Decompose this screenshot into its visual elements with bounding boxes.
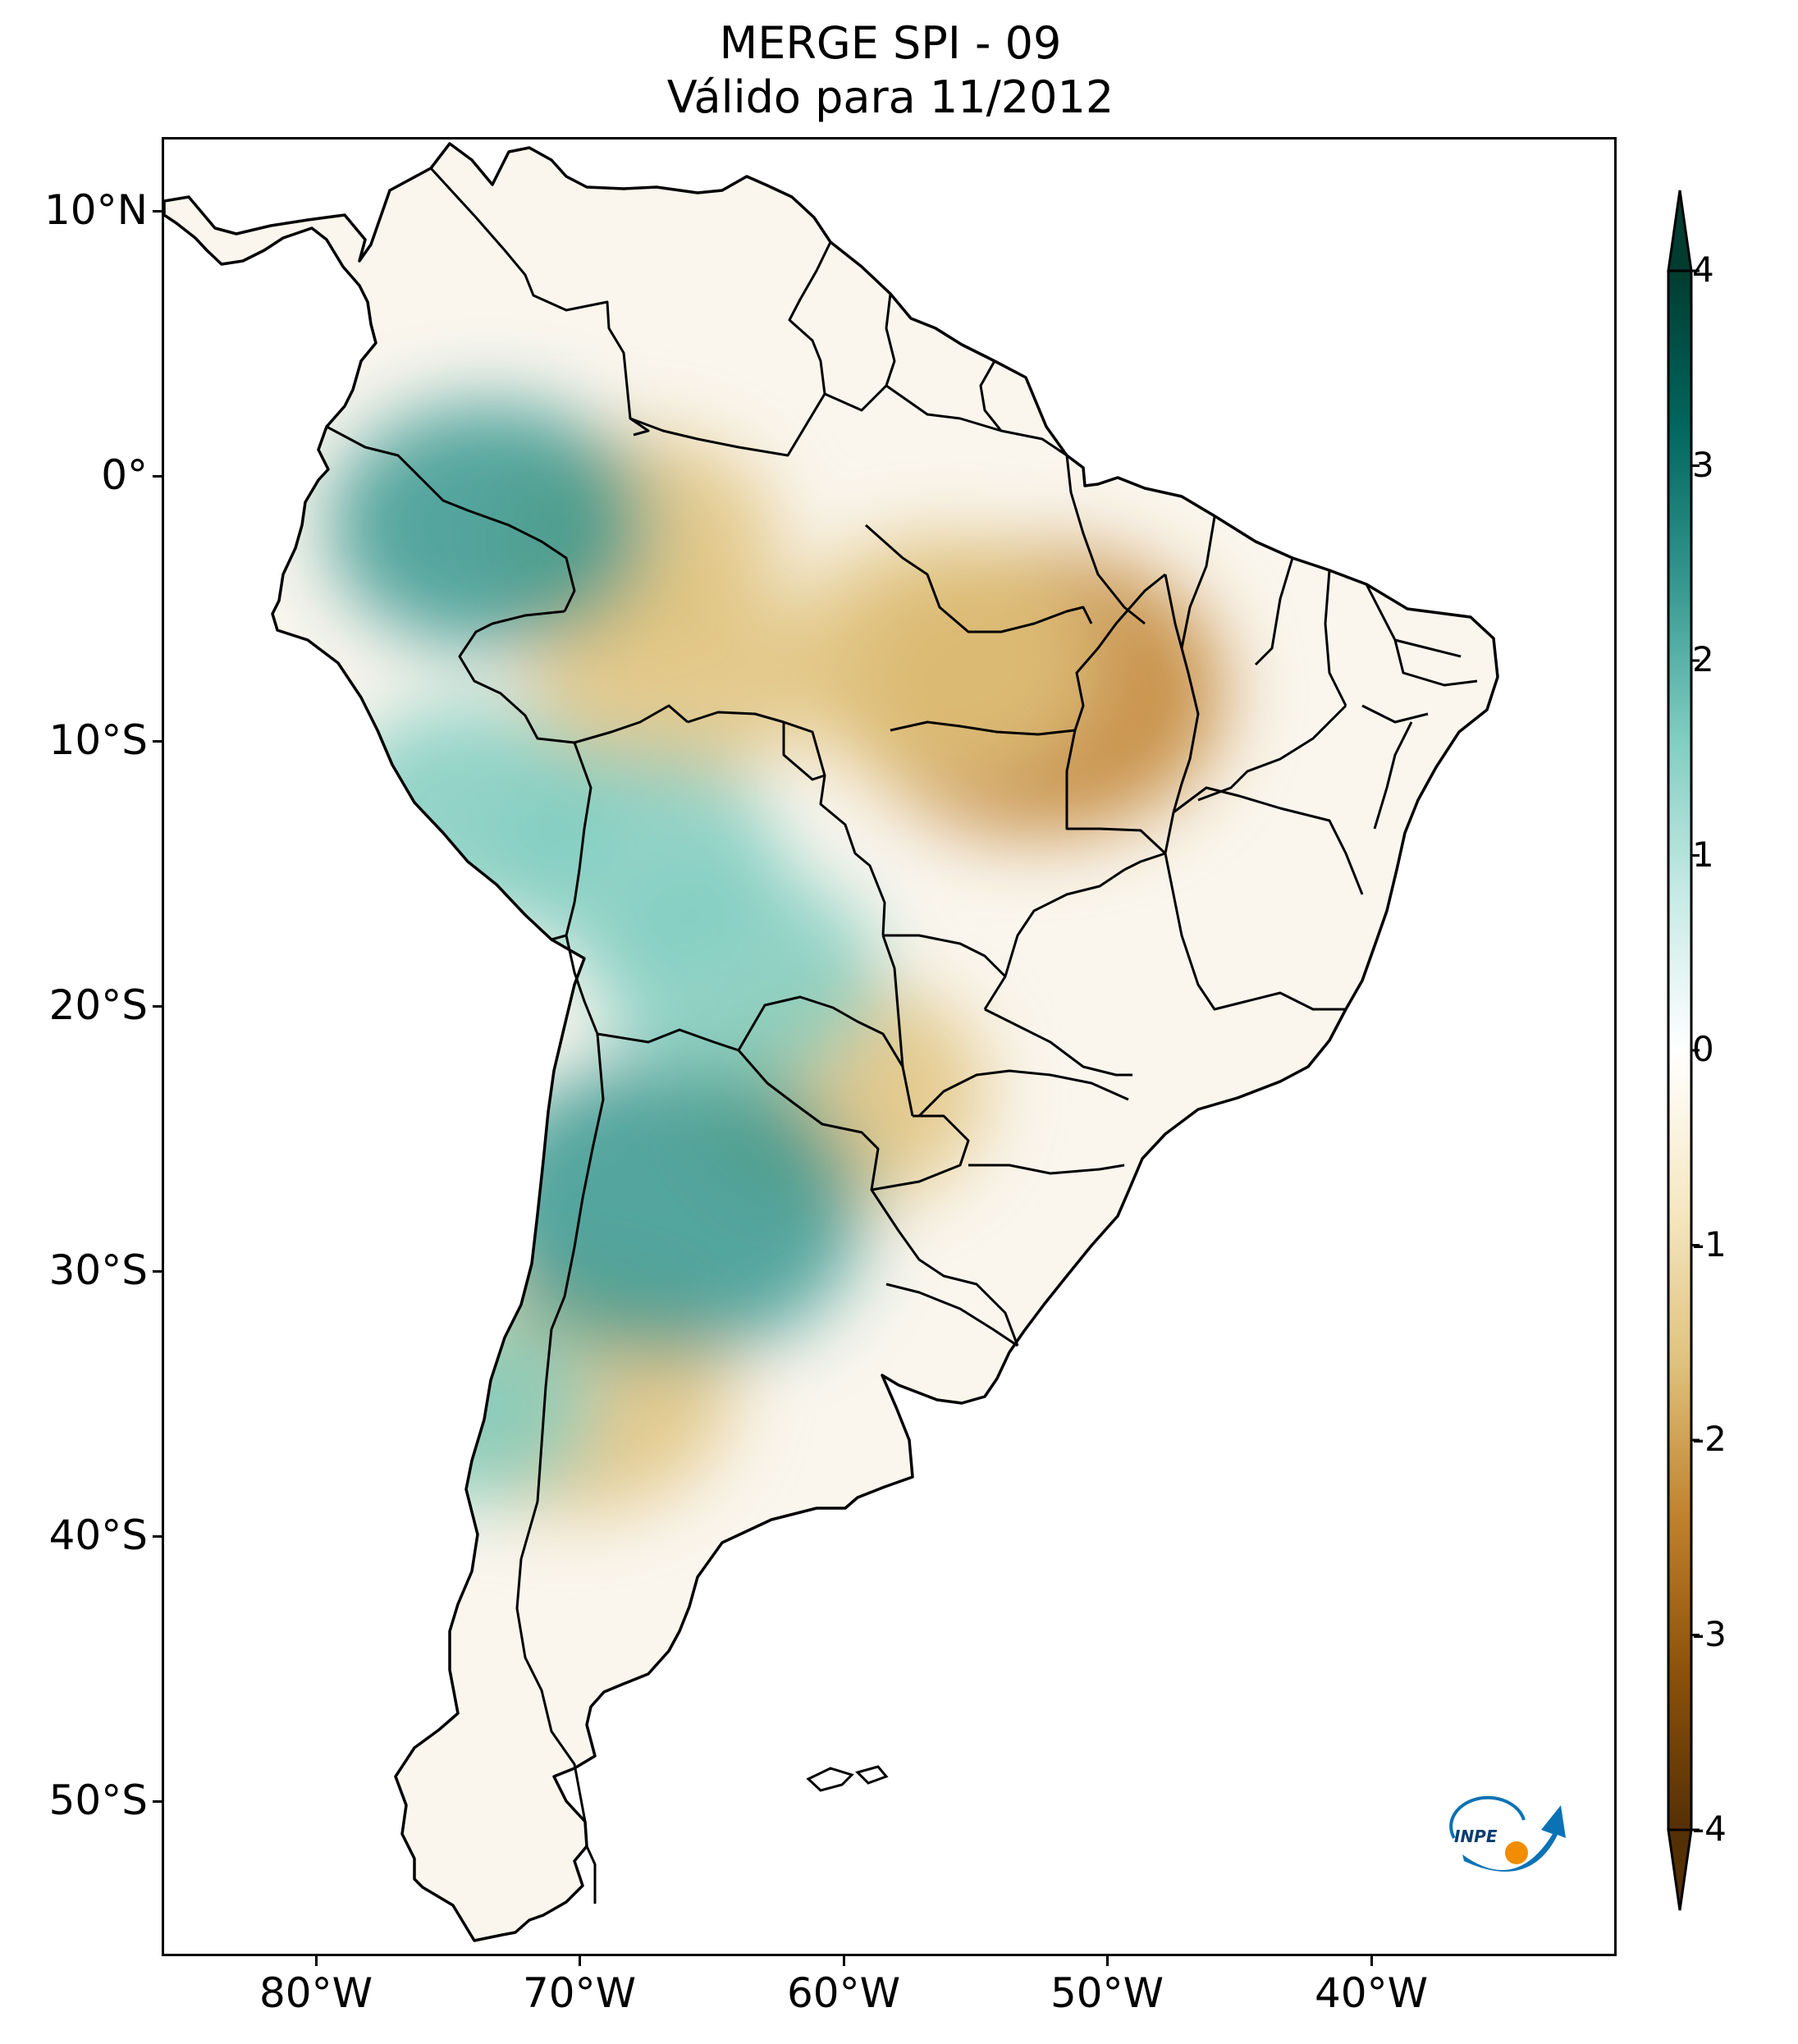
lon-tick-mark [579,1956,581,1966]
coastline [164,142,1499,1942]
lat-tick-mark [153,475,162,478]
border-line [565,935,599,1035]
border-line [1197,704,1347,802]
border-line [458,610,689,744]
border-line [1180,516,1216,649]
lon-tick-mark [315,1956,318,1966]
logo-text: INPE [1454,1827,1498,1846]
lat-tick-label: 0° [101,451,148,499]
spi-anomaly-area [477,1059,865,1358]
lat-tick-label: 40°S [48,1511,148,1559]
border-line [883,934,1007,978]
border-line [1365,583,1462,658]
country-borders [326,167,1478,1904]
border-line [885,1283,1018,1347]
lon-tick-mark [843,1956,845,1966]
title-line-1: MERGE SPI - 09 [719,17,1062,69]
chart-title: MERGE SPI - 09 Válido para 11/2012 [164,16,1617,125]
lat-tick-mark [153,740,162,743]
border-line [1393,639,1478,687]
border-line [968,1164,1125,1175]
border-line [890,720,1076,736]
border-line [326,425,576,612]
colorbar-bottom-extend [1667,1828,1693,1911]
border-line [1164,853,1346,1011]
border-line [885,293,896,386]
colorbar-tick-label: 2 [1692,639,1714,679]
colorbar-body [1667,269,1693,1831]
border-line [788,241,832,395]
colorbar-tick-label: -4 [1692,1809,1727,1849]
border-line [515,1033,605,1904]
border-line [979,360,1003,432]
lon-tick-mark [1370,1956,1373,1966]
inpe-logo: INPE [1449,1795,1566,1872]
colorbar-tick-label: 0 [1692,1029,1714,1069]
border-line [782,722,826,781]
border-line [865,524,1093,633]
lon-tick-mark [1106,1956,1109,1966]
falkland-islands [806,1765,889,1792]
map-canvas [164,142,1499,1942]
border-line [629,384,1068,457]
lat-tick-mark [153,210,162,213]
border-line [1254,557,1294,666]
lon-tick-label: 50°W [1050,1969,1164,2017]
title-line-2: Válido para 11/2012 [666,71,1114,123]
border-line [1073,573,1166,731]
spi-anomaly-area [328,402,649,649]
lat-tick-label: 10°N [43,186,148,234]
lon-tick-label: 40°W [1314,1969,1429,2017]
border-line [1373,721,1413,830]
lat-tick-label: 50°S [48,1776,148,1824]
colorbar-tick-label: -2 [1692,1419,1727,1459]
colorbar-tick-label: 3 [1692,444,1714,485]
border-line [597,995,914,1117]
lat-tick-mark [153,1270,162,1273]
lon-tick-label: 80°W [258,1969,373,2017]
lon-tick-label: 70°W [522,1969,637,2017]
border-line [1065,455,1146,625]
lat-tick-label: 10°S [48,716,148,764]
lat-tick-label: 20°S [48,981,148,1029]
border-line [917,1069,1129,1118]
colorbar-tick-label: -1 [1692,1223,1727,1264]
lat-tick-label: 30°S [48,1246,148,1294]
border-line [1324,569,1347,706]
border-line [1173,786,1364,895]
map-panel[interactable] [162,137,1617,1956]
lat-tick-mark [153,1800,162,1803]
border-line [1065,729,1167,855]
colorbar-tick-label: -3 [1692,1613,1727,1654]
border-line [1361,704,1429,724]
lat-tick-mark [153,1005,162,1008]
colorbar-tick-label: 4 [1692,249,1714,290]
colorbar-top-extend [1667,190,1693,272]
border-line [984,1008,1132,1077]
spi-anomaly-area [775,535,1096,782]
border-line [687,711,886,936]
colorbar-tick-label: 1 [1692,834,1714,875]
spi-anomaly-area [596,867,878,1084]
border-line [870,1189,1019,1347]
lat-tick-mark [153,1535,162,1538]
border-line [881,935,904,1068]
lon-tick-label: 60°W [786,1969,901,2017]
